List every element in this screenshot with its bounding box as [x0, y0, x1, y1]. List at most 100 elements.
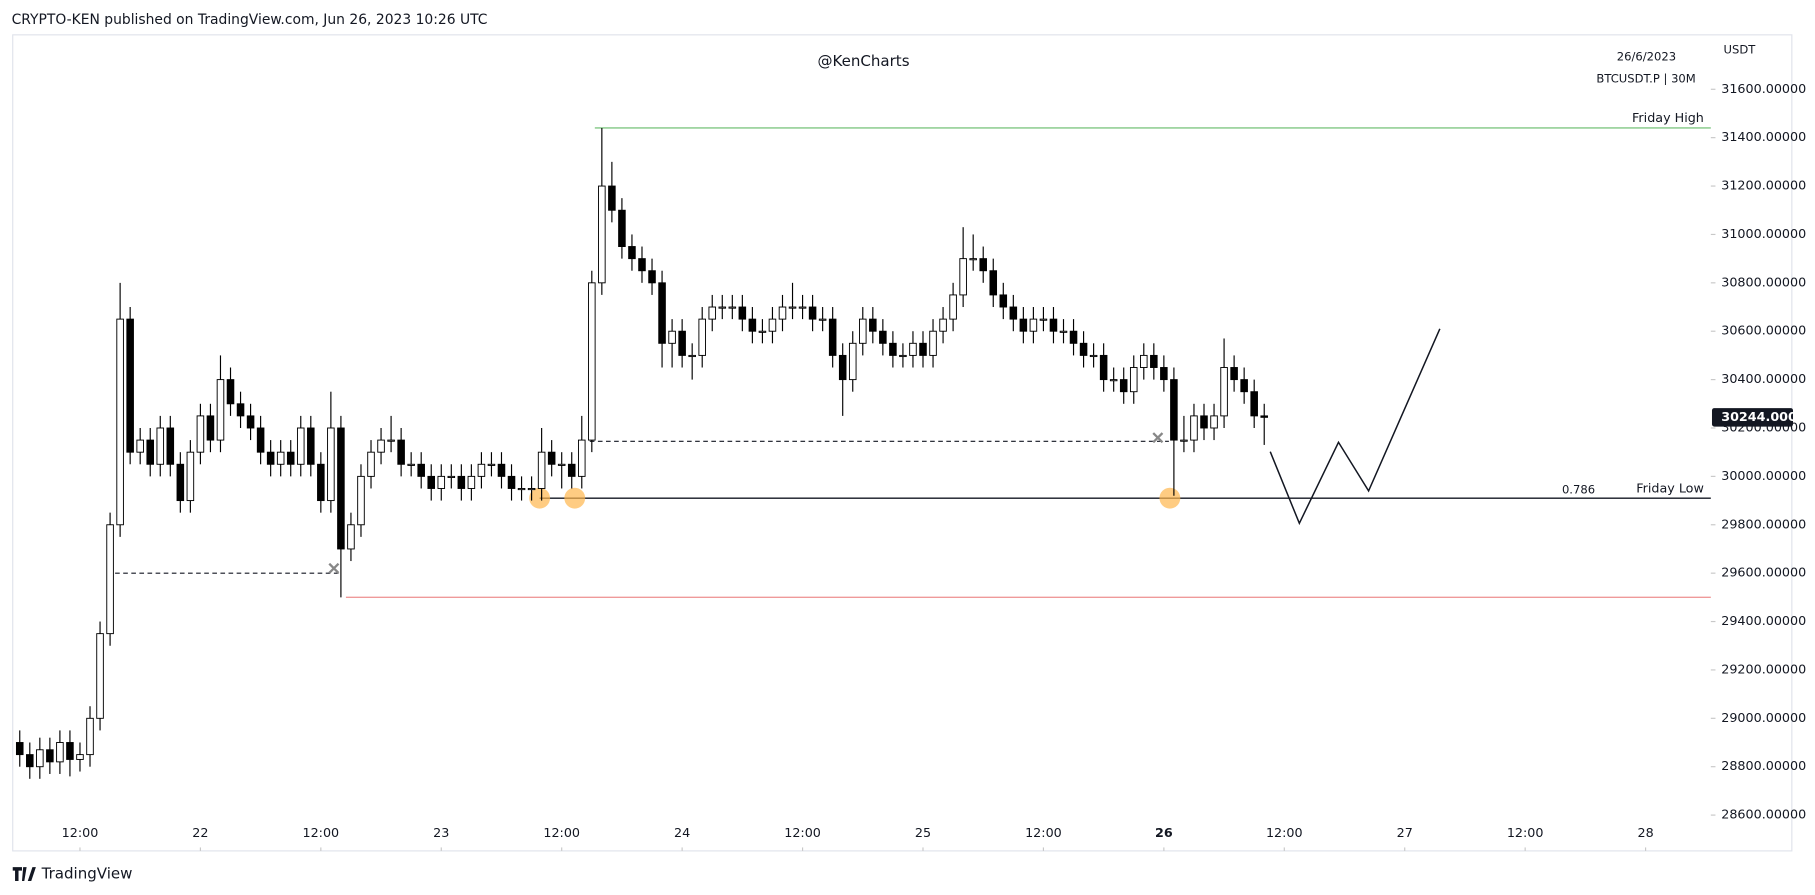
- candle-body: [598, 185, 606, 284]
- candle-body: [567, 463, 576, 477]
- candle-body: [216, 379, 225, 441]
- candle-body: [517, 488, 526, 491]
- candle-body: [136, 439, 144, 453]
- x-tick-label: 12:00: [1025, 826, 1062, 841]
- candle-body: [547, 451, 556, 465]
- x-tick-label: 27: [1397, 826, 1413, 841]
- candle-body: [738, 306, 747, 320]
- last-price-box: [1711, 408, 1794, 427]
- candle-body: [126, 318, 134, 453]
- candle-body: [276, 451, 285, 465]
- candle-body: [859, 318, 867, 344]
- candle-body: [26, 754, 34, 768]
- candle-body: [537, 451, 546, 489]
- candle-body: [869, 318, 877, 332]
- candle-body: [1180, 439, 1188, 442]
- candle-body: [367, 451, 375, 477]
- candle-body: [698, 318, 706, 356]
- candle-body: [929, 330, 937, 356]
- candle-body: [256, 427, 265, 453]
- candle-body: [608, 185, 616, 211]
- candle-body: [577, 439, 586, 477]
- y-tick-label: 29400.00000: [1721, 614, 1806, 629]
- candle-body: [1230, 367, 1238, 381]
- candle-body: [156, 427, 165, 465]
- candle-body: [618, 209, 626, 248]
- candle-body: [236, 403, 245, 417]
- candle-body: [1240, 379, 1248, 393]
- y-tick-label: 29200.00000: [1721, 662, 1806, 677]
- candle-body: [337, 427, 345, 550]
- candle-body: [1150, 354, 1158, 368]
- candle-body: [427, 475, 436, 489]
- candle-body: [317, 463, 325, 502]
- candle-body: [96, 633, 104, 719]
- candle-body: [196, 415, 205, 453]
- candle-body: [899, 354, 907, 358]
- candle-body: [226, 379, 235, 405]
- brand: TradingView: [41, 865, 133, 883]
- level-label: 0.786: [1562, 483, 1595, 497]
- candle-body: [246, 415, 255, 429]
- candle-body: [638, 258, 646, 272]
- candle-body: [1079, 342, 1088, 356]
- y-tick-label: 30800.00000: [1721, 275, 1806, 290]
- candle-body: [146, 439, 155, 465]
- candle-body: [959, 258, 967, 296]
- y-tick-label: 30000.00000: [1721, 469, 1806, 484]
- candle-body: [1099, 354, 1108, 381]
- x-tick-label: 28: [1637, 826, 1653, 841]
- candle-body: [1009, 306, 1018, 320]
- candle-body: [15, 742, 24, 756]
- candle-body: [1250, 391, 1258, 417]
- touch-circle: [529, 487, 551, 509]
- touch-circle: [1159, 487, 1181, 509]
- x-tick-label: 12:00: [784, 826, 821, 841]
- level-name: Friday High: [1632, 111, 1704, 126]
- candle-body: [668, 330, 676, 344]
- candle-body: [848, 342, 857, 381]
- candle-body: [106, 524, 114, 635]
- candle-body: [688, 354, 696, 358]
- published-line: CRYPTO-KEN published on TradingView.com,…: [12, 12, 488, 28]
- level-name: Friday Low: [1636, 481, 1704, 496]
- candle-body: [437, 475, 446, 489]
- candle-body: [818, 318, 827, 321]
- candle-body: [1160, 367, 1168, 381]
- y-tick-label: 28600.00000: [1721, 808, 1806, 823]
- candle-body: [889, 342, 897, 356]
- candle-body: [166, 427, 175, 465]
- candle-body: [307, 427, 315, 465]
- candle-body: [798, 306, 807, 309]
- candle-body: [648, 270, 656, 284]
- brand-logo: [12, 867, 36, 881]
- candle-body: [1190, 415, 1198, 441]
- candle-body: [56, 742, 64, 763]
- candle-body: [949, 294, 957, 320]
- candle-body: [1019, 318, 1028, 332]
- y-tick-label: 30400.00000: [1721, 372, 1806, 387]
- candle-body: [46, 749, 54, 763]
- y-tick-label: 28800.00000: [1721, 759, 1806, 774]
- y-tick-label: 29000.00000: [1721, 711, 1806, 726]
- candle-body: [1260, 415, 1268, 418]
- candle-body: [266, 451, 275, 465]
- y-tick-label: 29800.00000: [1721, 517, 1806, 532]
- candle-body: [979, 258, 987, 272]
- candle-body: [527, 488, 536, 491]
- candle-body: [708, 306, 717, 320]
- x-tick-label: 24: [674, 826, 690, 841]
- candle-body: [1039, 318, 1048, 321]
- candle-body: [487, 463, 496, 466]
- candle-body: [1089, 354, 1098, 358]
- date-label: 26/6/2023: [1617, 49, 1676, 63]
- candle-body: [758, 330, 767, 333]
- candle-body: [588, 282, 596, 441]
- candle-body: [919, 342, 927, 356]
- x-tick-label: 12:00: [303, 826, 340, 841]
- candle-body: [1140, 354, 1148, 368]
- candle-body: [628, 246, 636, 260]
- chart-title: @KenCharts: [817, 52, 909, 70]
- x-tick-label: 12:00: [1507, 826, 1544, 841]
